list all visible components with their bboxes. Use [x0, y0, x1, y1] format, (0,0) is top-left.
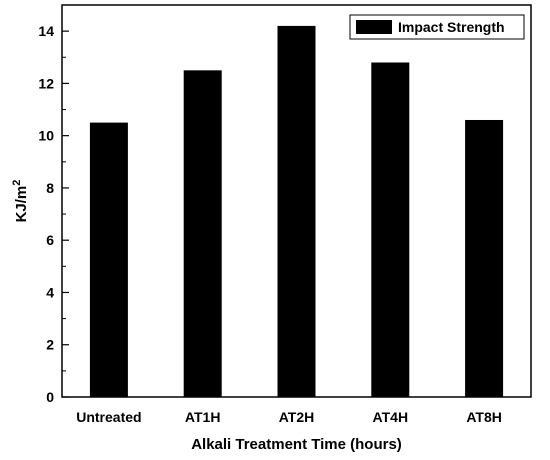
y-tick-label: 10: [38, 128, 54, 144]
x-tick-label: AT2H: [279, 409, 315, 425]
bar-at4h: [371, 62, 410, 397]
x-tick-label: AT1H: [185, 409, 221, 425]
y-axis-title-superscript: 2: [11, 180, 23, 186]
bar-at1h: [183, 70, 222, 397]
legend-label: Impact Strength: [398, 19, 505, 35]
bar-at2h: [277, 25, 316, 397]
x-tick-label: Untreated: [76, 409, 141, 425]
y-tick-label: 12: [38, 75, 54, 91]
y-axis-title: KJ/m2: [11, 180, 30, 223]
y-axis-ticks: 0 2 4 6 8 10 12 14: [38, 23, 69, 405]
bar-at8h: [465, 119, 504, 397]
y-tick-label: 2: [46, 337, 54, 353]
legend-swatch: [356, 20, 392, 34]
plot-frame: [61, 4, 532, 398]
bars-group: [89, 25, 504, 397]
y-tick-label: 4: [46, 284, 54, 300]
legend: Impact Strength: [349, 14, 525, 40]
y-tick-label: 6: [46, 232, 54, 248]
y-tick-label: 8: [46, 180, 54, 196]
y-axis-title-main: KJ/m: [13, 186, 30, 223]
x-tick-label: AT4H: [373, 409, 409, 425]
bar-untreated: [89, 122, 128, 397]
x-axis-ticks: Untreated AT1H AT2H AT4H AT8H: [76, 391, 502, 425]
y-tick-label: 14: [38, 23, 54, 39]
x-axis-title: Alkali Treatment Time (hours): [191, 436, 402, 453]
x-tick-label: AT8H: [466, 409, 502, 425]
y-tick-label: 0: [46, 389, 54, 405]
